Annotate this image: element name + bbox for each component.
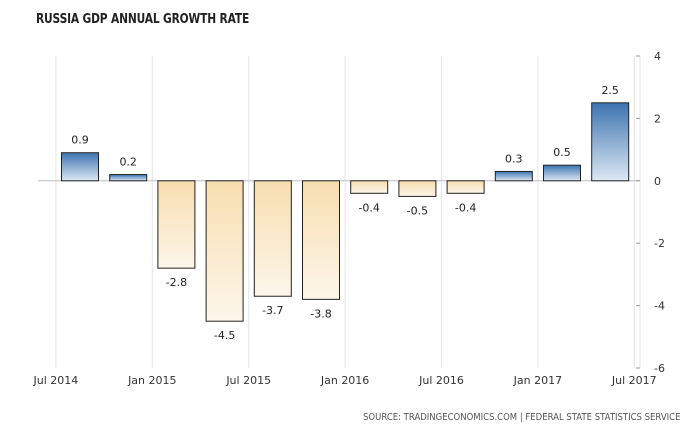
bar <box>157 180 196 269</box>
data-label: -4.5 <box>214 329 235 342</box>
y-tick-label: -6 <box>654 362 665 375</box>
data-label: -3.8 <box>310 307 331 320</box>
data-label: -0.4 <box>358 201 379 214</box>
data-label: -2.8 <box>166 276 187 289</box>
bar <box>398 180 437 197</box>
data-label: 2.5 <box>601 84 619 97</box>
data-label: -0.4 <box>455 201 476 214</box>
data-label: 0.2 <box>119 156 137 169</box>
y-tick-label: -4 <box>654 300 665 313</box>
data-label: 0.3 <box>505 152 523 165</box>
bar <box>591 102 630 182</box>
x-tick-label: Jul 2016 <box>418 374 464 387</box>
data-label: -0.5 <box>407 204 428 217</box>
bar <box>205 180 244 322</box>
x-tick-label: Jul 2014 <box>33 374 79 387</box>
data-label: -3.7 <box>262 304 283 317</box>
bar <box>253 180 292 297</box>
bar <box>350 180 389 194</box>
y-tick-label: 0 <box>654 175 661 188</box>
bar <box>446 180 485 194</box>
data-label: 0.9 <box>71 134 89 147</box>
x-tick-label: Jan 2016 <box>320 374 369 387</box>
chart-title: RUSSIA GDP ANNUAL GROWTH RATE <box>36 12 250 27</box>
source-note: SOURCE: TRADINGECONOMICS.COM | FEDERAL S… <box>362 412 680 423</box>
y-tick-label: 4 <box>654 50 661 63</box>
bar <box>61 152 99 182</box>
y-tick-label: -2 <box>654 237 665 250</box>
data-label: 0.5 <box>553 146 571 159</box>
y-tick-label: 2 <box>654 112 661 125</box>
x-tick-label: Jan 2015 <box>127 374 176 387</box>
bar <box>494 170 533 182</box>
bar <box>302 180 340 300</box>
bar <box>543 164 581 182</box>
x-tick-label: Jul 2015 <box>225 374 271 387</box>
x-tick-label: Jul 2017 <box>611 374 657 387</box>
bar <box>109 174 148 182</box>
x-tick-label: Jan 2017 <box>513 374 562 387</box>
